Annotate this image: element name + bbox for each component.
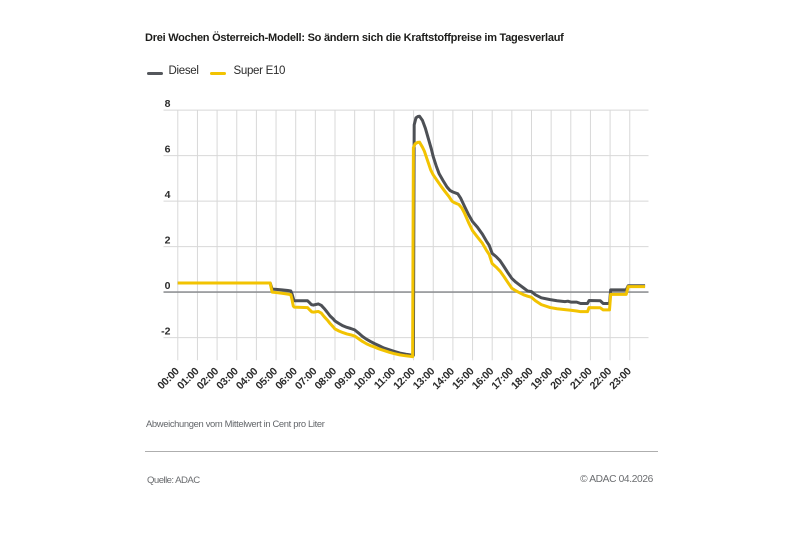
svg-text:-2: -2	[161, 325, 170, 337]
svg-text:10:00: 10:00	[352, 365, 379, 392]
svg-text:4: 4	[165, 189, 171, 201]
svg-text:0: 0	[165, 280, 171, 292]
svg-text:17:00: 17:00	[489, 365, 516, 392]
svg-text:22:00: 22:00	[588, 365, 615, 392]
svg-text:14:00: 14:00	[430, 365, 457, 392]
svg-text:12:00: 12:00	[391, 365, 418, 392]
svg-text:09:00: 09:00	[332, 365, 359, 392]
svg-text:15:00: 15:00	[450, 365, 477, 392]
svg-text:02:00: 02:00	[195, 365, 222, 392]
svg-text:00:00: 00:00	[155, 365, 182, 392]
svg-text:04:00: 04:00	[234, 365, 261, 392]
svg-text:07:00: 07:00	[293, 365, 320, 392]
svg-text:19:00: 19:00	[529, 365, 556, 392]
svg-text:05:00: 05:00	[254, 365, 281, 392]
svg-text:20:00: 20:00	[548, 365, 575, 392]
svg-text:6: 6	[165, 143, 171, 155]
svg-text:8: 8	[165, 98, 171, 110]
svg-text:23:00: 23:00	[607, 365, 634, 392]
svg-text:2: 2	[165, 234, 171, 246]
